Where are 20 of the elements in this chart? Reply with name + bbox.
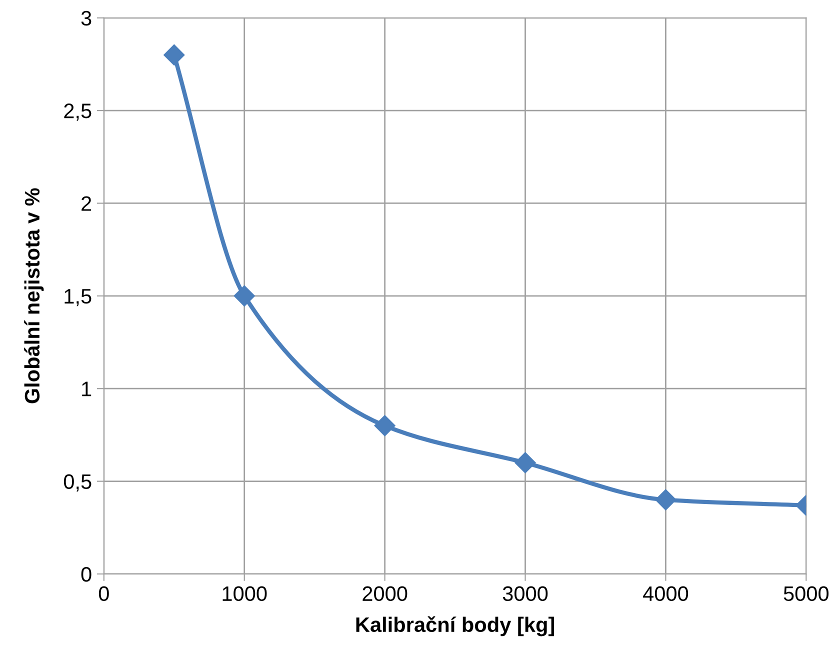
y-tick-label: 3 (81, 10, 92, 26)
x-axis-title: Kalibrační body [kg] (356, 616, 554, 636)
y-tick-label: 1,5 (64, 289, 92, 306)
point (374, 415, 396, 436)
x-tick-label: 1000 (222, 586, 267, 602)
x-tick-label: 3000 (502, 586, 548, 602)
point (164, 44, 185, 66)
x-tick-label: 4000 (643, 586, 688, 602)
y-tick-label: 2 (82, 196, 92, 211)
x-tick-label: 2000 (362, 586, 408, 602)
point (655, 489, 676, 510)
y-axis-title: Globální nejistota v % (24, 188, 44, 404)
x-tick-label: 0 (98, 586, 109, 602)
y-tick-label: 0 (81, 566, 92, 582)
y-tick-label: 2,5 (64, 104, 92, 121)
x-tick-label: 5000 (784, 586, 829, 602)
point (234, 285, 255, 306)
y-tick-label: 0,5 (64, 474, 92, 492)
point (514, 452, 536, 474)
y-tick-label: 1 (82, 382, 92, 396)
